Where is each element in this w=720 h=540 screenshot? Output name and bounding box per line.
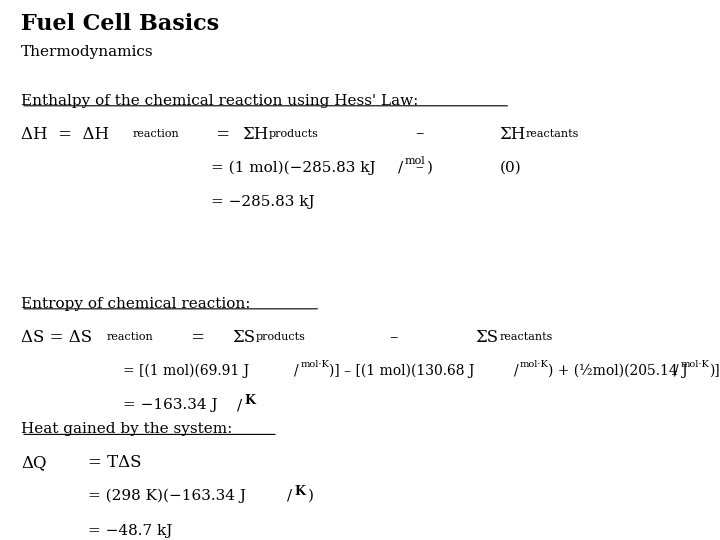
Text: mol·K: mol·K xyxy=(300,360,329,369)
Text: ): ) xyxy=(427,160,433,174)
Text: /: / xyxy=(294,363,299,377)
Text: )]: )] xyxy=(709,363,720,377)
Text: =: = xyxy=(186,329,206,346)
Text: Entropy of chemical reaction:: Entropy of chemical reaction: xyxy=(21,296,251,310)
Text: = −48.7 kJ: = −48.7 kJ xyxy=(88,524,172,538)
Text: = −163.34 J: = −163.34 J xyxy=(123,398,217,412)
Text: = −285.83 kJ: = −285.83 kJ xyxy=(211,195,315,209)
Text: /: / xyxy=(397,160,402,174)
Text: Enthalpy of the chemical reaction using Hess' Law:: Enthalpy of the chemical reaction using … xyxy=(21,93,418,107)
Text: ΔQ: ΔQ xyxy=(21,454,47,471)
Text: ΣH: ΣH xyxy=(500,126,526,143)
Text: mol·K: mol·K xyxy=(520,360,549,369)
Text: ΣS: ΣS xyxy=(475,329,498,346)
Text: (0): (0) xyxy=(500,160,521,174)
Text: ΔH  =  ΔH: ΔH = ΔH xyxy=(21,126,109,143)
Text: =: = xyxy=(211,126,230,143)
Text: reactants: reactants xyxy=(500,332,553,342)
Text: ΔS = ΔS: ΔS = ΔS xyxy=(21,329,92,346)
Text: reactants: reactants xyxy=(526,129,579,139)
Text: –: – xyxy=(415,160,423,174)
Text: Heat gained by the system:: Heat gained by the system: xyxy=(21,422,233,436)
Text: products: products xyxy=(269,129,319,139)
Text: mol·K: mol·K xyxy=(680,360,709,369)
Text: –: – xyxy=(389,329,397,346)
Text: mol: mol xyxy=(405,156,426,166)
Text: K: K xyxy=(244,394,255,407)
Text: –: – xyxy=(415,126,423,143)
Text: reaction: reaction xyxy=(107,332,153,342)
Text: = (1 mol)(−285.83 kJ: = (1 mol)(−285.83 kJ xyxy=(211,160,376,174)
Text: ΣS: ΣS xyxy=(233,329,256,346)
Text: )] – [(1 mol)(130.68 J: )] – [(1 mol)(130.68 J xyxy=(329,363,474,377)
Text: Thermodynamics: Thermodynamics xyxy=(21,45,154,59)
Text: ) + (½mol)(205.14 J: ) + (½mol)(205.14 J xyxy=(548,363,688,377)
Text: = TΔS: = TΔS xyxy=(88,454,141,471)
Text: K: K xyxy=(294,484,305,498)
Text: /: / xyxy=(287,489,292,503)
Text: ΣH: ΣH xyxy=(243,126,269,143)
Text: reaction: reaction xyxy=(132,129,179,139)
Text: products: products xyxy=(256,332,306,342)
Text: /: / xyxy=(674,363,679,377)
Text: Fuel Cell Basics: Fuel Cell Basics xyxy=(21,14,219,35)
Text: = [(1 mol)(69.91 J: = [(1 mol)(69.91 J xyxy=(123,363,249,377)
Text: ): ) xyxy=(308,489,314,503)
Text: /: / xyxy=(513,363,518,377)
Text: = (298 K)(−163.34 J: = (298 K)(−163.34 J xyxy=(88,489,246,503)
Text: /: / xyxy=(237,398,242,412)
